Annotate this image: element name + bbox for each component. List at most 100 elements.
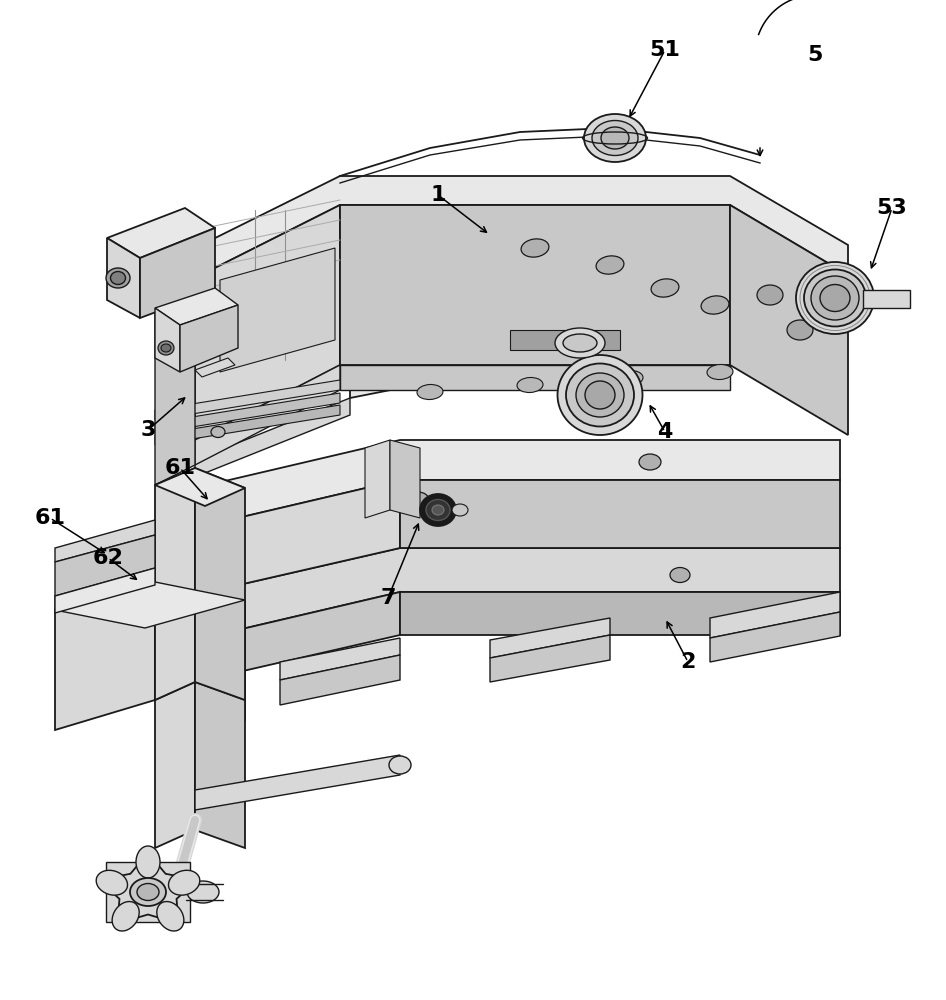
Polygon shape bbox=[863, 290, 910, 308]
Ellipse shape bbox=[521, 239, 549, 257]
Polygon shape bbox=[107, 208, 215, 258]
Ellipse shape bbox=[639, 454, 661, 470]
Polygon shape bbox=[106, 862, 190, 922]
Ellipse shape bbox=[584, 114, 646, 162]
Ellipse shape bbox=[137, 884, 159, 900]
Ellipse shape bbox=[796, 262, 874, 334]
Ellipse shape bbox=[96, 870, 128, 895]
Ellipse shape bbox=[555, 328, 605, 358]
Polygon shape bbox=[710, 612, 840, 662]
Polygon shape bbox=[730, 205, 848, 435]
Ellipse shape bbox=[596, 256, 624, 274]
Polygon shape bbox=[180, 305, 238, 372]
Polygon shape bbox=[155, 380, 340, 420]
Polygon shape bbox=[710, 592, 840, 638]
Text: 53: 53 bbox=[877, 198, 907, 218]
Polygon shape bbox=[155, 468, 195, 700]
Ellipse shape bbox=[670, 568, 690, 582]
Text: 4: 4 bbox=[657, 422, 673, 442]
Polygon shape bbox=[400, 592, 840, 635]
Ellipse shape bbox=[517, 377, 543, 393]
Polygon shape bbox=[340, 205, 730, 365]
Polygon shape bbox=[390, 440, 420, 518]
Ellipse shape bbox=[563, 334, 597, 352]
Polygon shape bbox=[195, 205, 340, 440]
Polygon shape bbox=[55, 582, 155, 730]
Polygon shape bbox=[365, 440, 390, 518]
Polygon shape bbox=[155, 468, 245, 506]
Ellipse shape bbox=[617, 370, 643, 386]
Polygon shape bbox=[350, 280, 848, 398]
Ellipse shape bbox=[601, 127, 629, 149]
Ellipse shape bbox=[585, 381, 615, 409]
Text: 7: 7 bbox=[380, 588, 395, 608]
Ellipse shape bbox=[707, 364, 733, 380]
Text: 3: 3 bbox=[140, 420, 156, 440]
Polygon shape bbox=[195, 755, 400, 810]
Ellipse shape bbox=[787, 320, 813, 340]
Text: 1: 1 bbox=[430, 185, 446, 205]
Ellipse shape bbox=[420, 494, 456, 526]
Ellipse shape bbox=[161, 344, 171, 352]
Polygon shape bbox=[400, 480, 840, 548]
Text: 5: 5 bbox=[807, 45, 823, 65]
Ellipse shape bbox=[168, 870, 200, 895]
Polygon shape bbox=[155, 232, 195, 485]
Polygon shape bbox=[195, 548, 840, 640]
Ellipse shape bbox=[158, 341, 174, 355]
Polygon shape bbox=[155, 582, 245, 720]
Polygon shape bbox=[195, 398, 350, 477]
Text: 51: 51 bbox=[650, 40, 680, 60]
Polygon shape bbox=[280, 655, 400, 705]
Ellipse shape bbox=[811, 276, 859, 320]
Text: 61: 61 bbox=[165, 458, 196, 478]
Ellipse shape bbox=[187, 881, 219, 903]
Ellipse shape bbox=[557, 355, 642, 435]
Polygon shape bbox=[155, 682, 195, 848]
Ellipse shape bbox=[432, 505, 444, 515]
Ellipse shape bbox=[820, 284, 850, 312]
Ellipse shape bbox=[407, 492, 429, 508]
Ellipse shape bbox=[651, 279, 679, 297]
Polygon shape bbox=[490, 635, 610, 682]
Ellipse shape bbox=[157, 902, 184, 931]
Polygon shape bbox=[107, 238, 140, 318]
Ellipse shape bbox=[389, 756, 411, 774]
Ellipse shape bbox=[566, 363, 634, 426]
Polygon shape bbox=[195, 358, 235, 377]
Polygon shape bbox=[55, 568, 155, 613]
Ellipse shape bbox=[576, 373, 624, 417]
Ellipse shape bbox=[701, 296, 729, 314]
Polygon shape bbox=[195, 176, 848, 278]
Ellipse shape bbox=[111, 271, 126, 284]
Ellipse shape bbox=[130, 878, 166, 906]
Text: 2: 2 bbox=[680, 652, 695, 672]
Ellipse shape bbox=[592, 120, 638, 155]
Polygon shape bbox=[155, 405, 340, 445]
Polygon shape bbox=[490, 618, 610, 658]
Polygon shape bbox=[140, 228, 215, 318]
Polygon shape bbox=[55, 535, 155, 596]
Ellipse shape bbox=[804, 269, 866, 326]
Ellipse shape bbox=[113, 902, 139, 931]
Polygon shape bbox=[155, 308, 180, 372]
Polygon shape bbox=[220, 248, 335, 372]
Polygon shape bbox=[280, 638, 400, 680]
Ellipse shape bbox=[136, 846, 160, 878]
Ellipse shape bbox=[211, 426, 225, 438]
Polygon shape bbox=[55, 520, 155, 562]
Polygon shape bbox=[55, 582, 245, 628]
Polygon shape bbox=[195, 365, 340, 465]
Polygon shape bbox=[195, 682, 245, 848]
Text: 62: 62 bbox=[93, 548, 123, 568]
Polygon shape bbox=[155, 288, 238, 325]
Polygon shape bbox=[195, 480, 400, 595]
Text: 61: 61 bbox=[34, 508, 65, 528]
Ellipse shape bbox=[426, 499, 450, 520]
Polygon shape bbox=[195, 592, 400, 682]
Polygon shape bbox=[98, 853, 198, 924]
Polygon shape bbox=[510, 330, 620, 350]
Polygon shape bbox=[195, 468, 245, 700]
Ellipse shape bbox=[452, 504, 468, 516]
Ellipse shape bbox=[757, 285, 783, 305]
